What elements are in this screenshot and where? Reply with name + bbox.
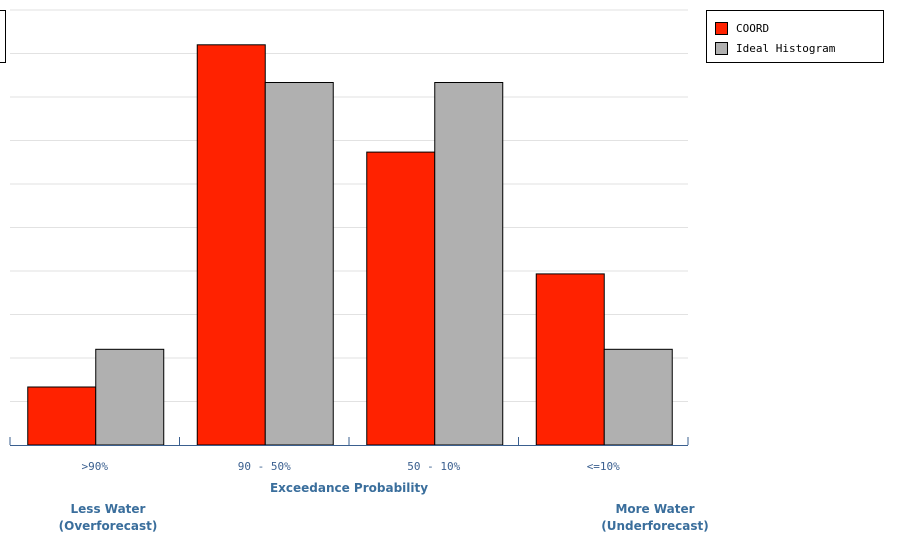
less-water-label: Less Water: [70, 502, 146, 516]
x-tick-label: 50 - 10%: [407, 460, 460, 473]
bar-ideal-1: [264, 82, 334, 446]
x-axis-title: Exceedance Probability: [270, 481, 428, 495]
bar-coord-2: [366, 151, 436, 446]
partial-box: [0, 10, 6, 63]
legend-item-ideal: Ideal Histogram: [715, 41, 835, 55]
x-tick-label: 90 - 50%: [238, 460, 291, 473]
legend-item-coord: COORD: [715, 21, 769, 35]
bar-coord-0: [27, 386, 97, 446]
legend-swatch-ideal: [715, 41, 728, 55]
bar-ideal-2: [434, 82, 504, 446]
bars: [27, 44, 673, 446]
bar-ideal-3: [603, 348, 673, 446]
x-tick-labels: >90% 90 - 50% 50 - 10% <=10%: [82, 460, 621, 473]
overforecast-label: (Overforecast): [58, 519, 158, 533]
legend-label-ideal: Ideal Histogram: [736, 41, 836, 55]
bar-coord-1: [196, 44, 266, 446]
more-water-annotation: More Water (Underforecast): [582, 501, 728, 535]
underforecast-label: (Underforecast): [601, 519, 709, 533]
more-water-label: More Water: [615, 502, 695, 516]
legend: COORD Ideal Histogram: [706, 10, 884, 63]
x-axis: [9, 437, 689, 446]
legend-label-coord: COORD: [736, 21, 770, 35]
less-water-annotation: Less Water (Overforecast): [48, 501, 168, 535]
bar-coord-3: [535, 273, 605, 446]
legend-swatch-coord: [715, 21, 728, 35]
x-tick-label: >90%: [82, 460, 109, 473]
bar-ideal-0: [95, 348, 165, 446]
x-tick-label: <=10%: [587, 460, 620, 473]
